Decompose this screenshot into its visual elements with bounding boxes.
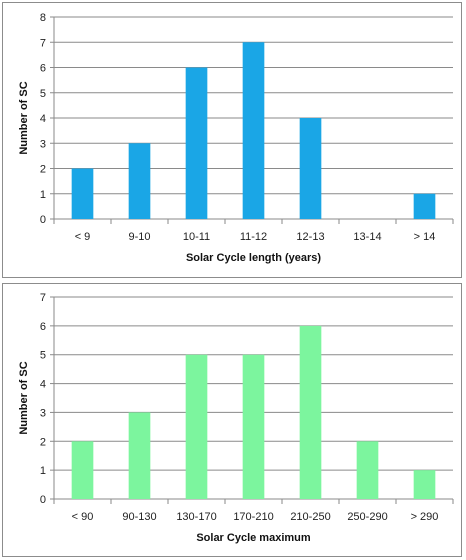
bar-9-10	[128, 143, 151, 219]
bar-9	[71, 168, 94, 219]
y-tick-label: 1	[40, 189, 46, 201]
x-tick-label: 10-11	[183, 231, 210, 243]
x-tick-label: 210-250	[290, 511, 330, 523]
x-tick-label: 250-290	[347, 511, 387, 523]
x-tick-label: > 290	[411, 511, 439, 523]
bar-290	[413, 470, 436, 499]
chart-panel-cycle-maximum: 0 1 2 3 4 5 6 7 < 90 90-130 130-170 170-210 210-250 2…	[2, 283, 462, 557]
bar-210-250	[299, 325, 322, 499]
bar-chart-cycle-maximum: 0 1 2 3 4 5 6 7 < 90 90-130 130-170 170-210 210-250 2…	[18, 292, 454, 544]
y-axis-title: Number of SC	[18, 81, 30, 154]
bar-14	[413, 193, 436, 219]
x-tick-label: 9-10	[128, 231, 150, 243]
y-tick-label: 6	[40, 63, 46, 75]
y-tick-label: 5	[40, 88, 46, 100]
y-tick-label: 1	[40, 465, 46, 477]
bar-10-11	[185, 67, 208, 219]
y-tick-label: 7	[40, 37, 46, 49]
y-tick-label: 0	[40, 494, 46, 506]
y-tick-label: 8	[40, 12, 46, 24]
y-tick-label: 7	[40, 292, 46, 304]
bar-chart-cycle-length: 0 1 2 3 4 5 6 7 8 < 9 9-10 10-11 11-12 12-13 13-14 > 14…	[18, 12, 454, 264]
y-tick-label: 2	[40, 164, 46, 176]
bar-130-170	[185, 354, 208, 499]
bar-170-210	[242, 354, 265, 499]
y-tick-label: 6	[40, 321, 46, 333]
bar-11-12	[242, 42, 265, 219]
x-tick-label: > 14	[414, 231, 436, 243]
y-tick-label: 3	[40, 407, 46, 419]
y-tick-label: 4	[40, 113, 46, 125]
y-axis-title: Number of SC	[18, 361, 30, 434]
y-tick-label: 3	[40, 138, 46, 150]
x-tick-label: 90-130	[122, 511, 156, 523]
y-tick-label: 4	[40, 379, 46, 391]
x-tick-label: < 90	[72, 511, 94, 523]
x-tick-label: 170-210	[233, 511, 273, 523]
x-tick-label: 12-13	[296, 231, 324, 243]
y-tick-label: 5	[40, 350, 46, 362]
x-tick-label: < 9	[75, 231, 91, 243]
x-tick-label: 130-170	[176, 511, 216, 523]
chart-panel-cycle-length: 0 1 2 3 4 5 6 7 8 < 9 9-10 10-11 11-12 12-13 13-14 > 14…	[2, 2, 462, 278]
bar-250-290	[356, 441, 379, 499]
y-tick-label: 2	[40, 436, 46, 448]
bar-12-13	[299, 118, 322, 219]
y-tick-label: 0	[40, 214, 46, 226]
bar-90-130	[128, 412, 151, 499]
x-axis-title: Solar Cycle maximum	[196, 532, 311, 544]
x-tick-label: 13-14	[353, 231, 381, 243]
x-tick-label: 11-12	[240, 231, 267, 243]
bar-90	[71, 441, 94, 499]
x-axis-title: Solar Cycle length (years)	[186, 252, 321, 264]
